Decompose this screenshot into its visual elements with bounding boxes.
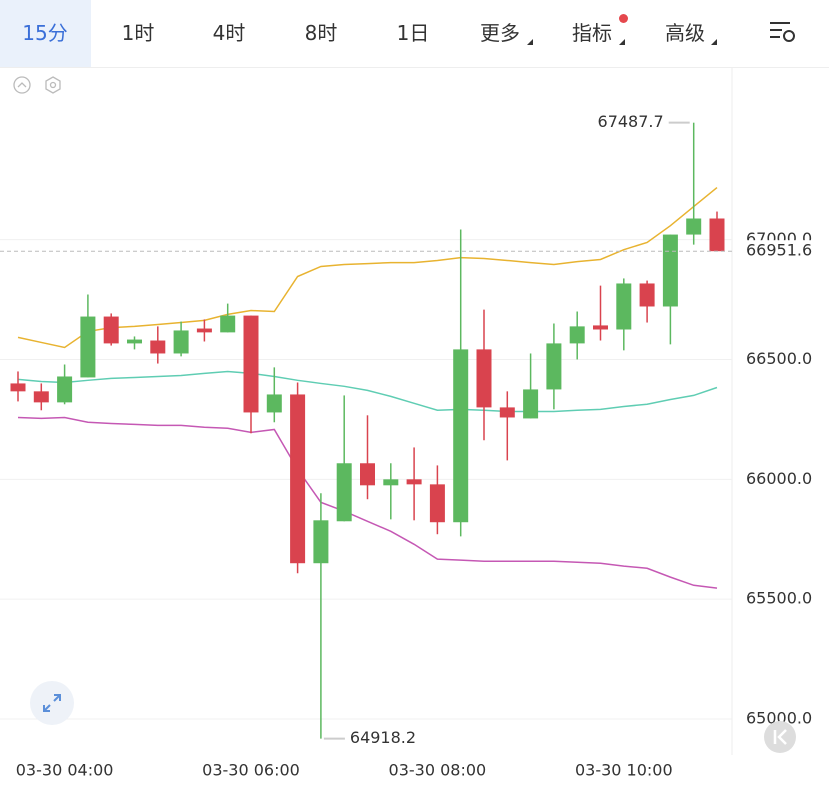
price-tag <box>740 240 820 263</box>
candle-body <box>220 315 236 333</box>
candle-body <box>546 343 562 390</box>
candle-body <box>593 325 608 330</box>
high-label: 67487.7 <box>598 112 664 131</box>
tab[interactable]: 8时 <box>304 21 338 45</box>
x-tick-label: 03-30 08:00 <box>389 761 487 780</box>
candle-body <box>476 349 492 408</box>
x-tick-label: 03-30 10:00 <box>575 761 673 780</box>
candle-body <box>523 389 539 419</box>
candle-body <box>429 484 445 523</box>
y-tick-label: 66000.0 <box>746 469 812 488</box>
candle-body <box>150 340 166 354</box>
timeframe-bar: 15分 1时 4时 8时 1日 更多 指标 高级 <box>0 0 829 68</box>
low-label: 64918.2 <box>350 728 416 747</box>
tab[interactable]: 高级 <box>665 21 705 45</box>
top-icons <box>13 76 61 94</box>
candle-body <box>290 394 306 564</box>
band-line <box>17 370 718 413</box>
candle-body <box>33 391 49 403</box>
x-tick-label: 03-30 06:00 <box>202 761 300 780</box>
candle-body <box>10 383 26 392</box>
candle-body <box>80 316 96 378</box>
candle-body <box>266 394 282 413</box>
tab[interactable]: 15分 <box>0 0 91 67</box>
notice-dot <box>619 14 628 23</box>
candle-body <box>686 218 702 235</box>
candle-body <box>127 339 142 344</box>
x-tick-label: 03-30 04:00 <box>16 761 114 780</box>
y-tick-label: 65000.0 <box>746 709 812 728</box>
tab[interactable]: 指标 <box>572 21 612 45</box>
candle-body <box>196 328 212 333</box>
candle-body <box>499 407 515 418</box>
candle-body <box>383 479 399 486</box>
candle-body <box>569 326 585 344</box>
candle-body <box>453 349 469 523</box>
settings-icon[interactable] <box>768 18 798 48</box>
dropdown-arrow <box>619 39 625 45</box>
candle-body <box>313 520 329 564</box>
candle-body <box>616 283 632 330</box>
candle-body <box>406 479 422 485</box>
tab[interactable]: 1时 <box>121 21 155 45</box>
candle-body <box>173 330 189 354</box>
candle-body <box>639 283 655 307</box>
tab[interactable]: 更多 <box>480 21 520 45</box>
y-tick-label: 66500.0 <box>746 349 812 368</box>
candle-body <box>103 316 119 344</box>
band-line <box>17 416 718 589</box>
candle-body <box>57 376 73 403</box>
dropdown-arrow <box>711 39 717 45</box>
y-tick-label: 65500.0 <box>746 589 812 608</box>
band-line <box>17 186 718 349</box>
price-label: 66951.6 <box>746 241 812 260</box>
candle-body <box>662 234 678 307</box>
candle-body <box>336 463 352 522</box>
candle-body <box>243 315 259 413</box>
candle-body <box>360 463 375 486</box>
candle-body <box>709 218 725 252</box>
dropdown-arrow <box>527 39 533 45</box>
tab[interactable]: 1日 <box>396 21 430 45</box>
tab[interactable]: 4时 <box>212 21 246 45</box>
